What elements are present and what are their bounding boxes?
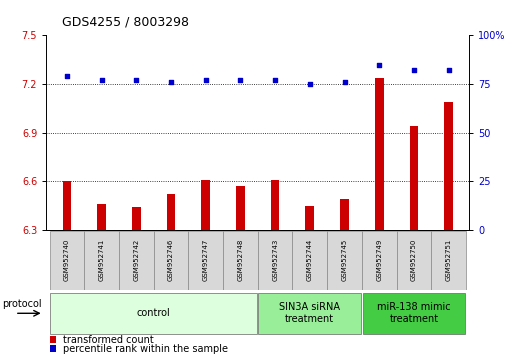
Text: SIN3A siRNA
treatment: SIN3A siRNA treatment [279,302,340,324]
FancyBboxPatch shape [327,231,362,290]
Bar [271,180,280,230]
Point [341,79,349,85]
Bar [340,199,349,230]
Point [132,77,141,83]
FancyBboxPatch shape [50,231,84,290]
Point [271,77,279,83]
FancyBboxPatch shape [119,231,154,290]
Text: GSM952749: GSM952749 [376,239,382,281]
FancyBboxPatch shape [362,231,397,290]
Text: protocol: protocol [3,299,42,309]
Text: GSM952746: GSM952746 [168,239,174,281]
Text: GSM952750: GSM952750 [411,239,417,281]
Text: GSM952751: GSM952751 [446,239,451,281]
Point [375,62,383,67]
FancyBboxPatch shape [397,231,431,290]
Bar [63,181,71,230]
Bar [236,186,245,230]
FancyBboxPatch shape [258,231,292,290]
Point [63,73,71,79]
FancyBboxPatch shape [188,231,223,290]
Text: GSM952744: GSM952744 [307,239,313,281]
Point [97,77,106,83]
Text: percentile rank within the sample: percentile rank within the sample [63,343,228,354]
Text: transformed count: transformed count [63,335,154,345]
Bar [97,204,106,230]
Text: GSM952741: GSM952741 [98,239,105,281]
Point [444,68,452,73]
Bar [305,206,314,230]
Text: GSM952745: GSM952745 [342,239,347,281]
Text: miR-138 mimic
treatment: miR-138 mimic treatment [377,302,451,324]
Text: GDS4255 / 8003298: GDS4255 / 8003298 [62,15,189,28]
Bar [202,180,210,230]
Bar [409,126,418,230]
Point [167,79,175,85]
Bar [167,194,175,230]
Point [410,68,418,73]
FancyBboxPatch shape [50,293,257,334]
FancyBboxPatch shape [84,231,119,290]
Bar [50,345,56,352]
FancyBboxPatch shape [431,231,466,290]
Bar [375,78,384,230]
Point [236,77,245,83]
Bar [444,102,453,230]
Text: GSM952743: GSM952743 [272,239,278,281]
FancyBboxPatch shape [223,231,258,290]
FancyBboxPatch shape [292,231,327,290]
Text: GSM952747: GSM952747 [203,239,209,281]
Bar [132,207,141,230]
Text: control: control [137,308,171,318]
Point [306,81,314,87]
FancyBboxPatch shape [363,293,465,334]
Bar [50,336,56,343]
Text: GSM952748: GSM952748 [238,239,244,281]
FancyBboxPatch shape [154,231,188,290]
Text: GSM952742: GSM952742 [133,239,140,281]
Text: GSM952740: GSM952740 [64,239,70,281]
FancyBboxPatch shape [259,293,361,334]
Point [202,77,210,83]
